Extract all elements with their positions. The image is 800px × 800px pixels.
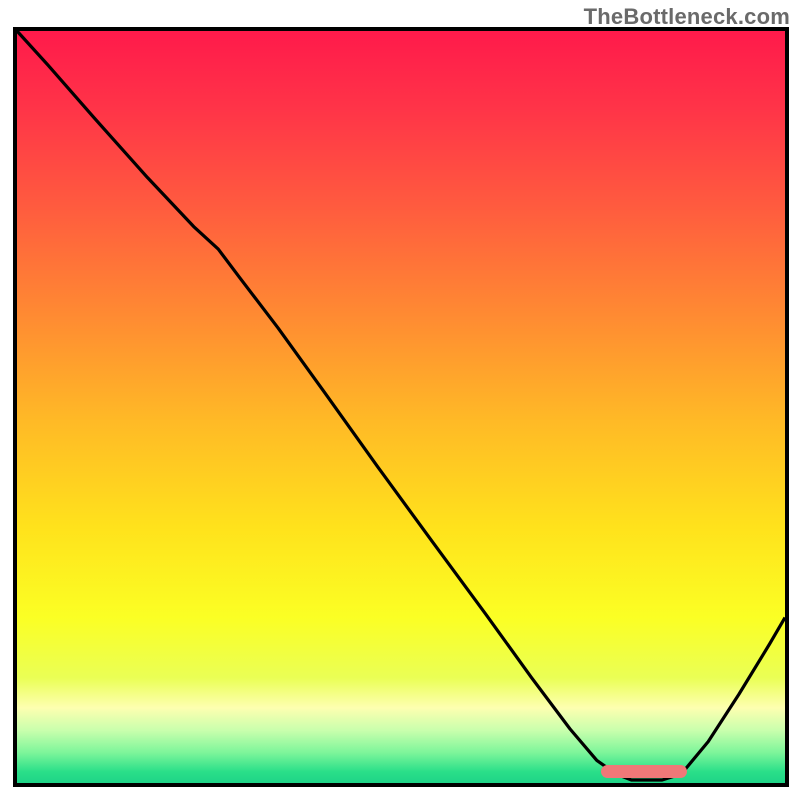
- bottleneck-curve: [17, 31, 785, 780]
- chart-frame: TheBottleneck.com: [0, 0, 800, 800]
- curve-layer: [0, 0, 800, 800]
- optimum-marker: [601, 765, 687, 779]
